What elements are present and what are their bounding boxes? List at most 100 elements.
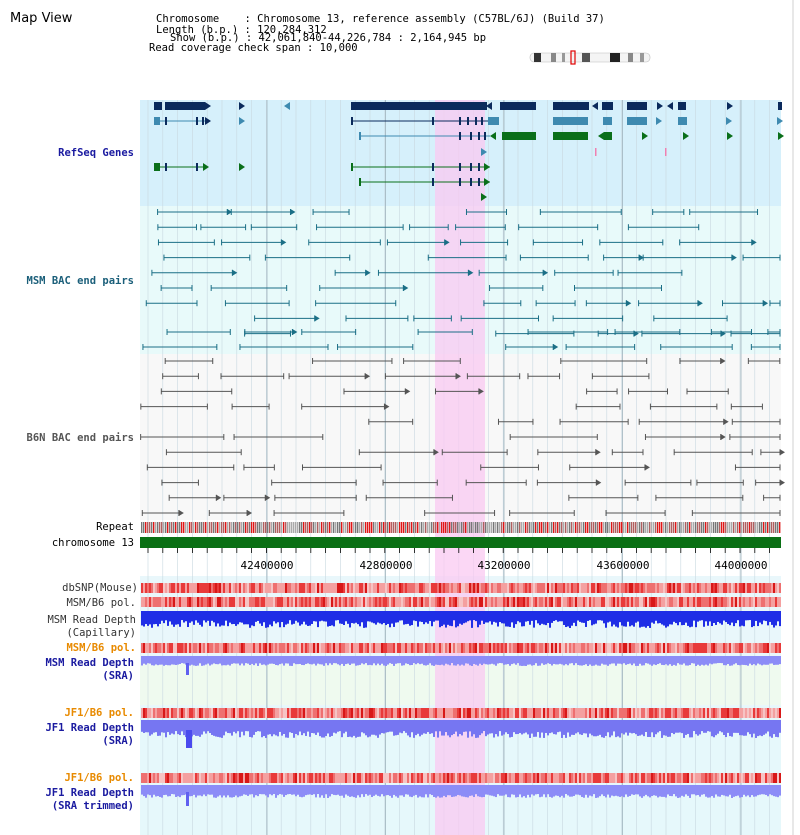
jf1-depth-trim-bar [371,785,373,798]
jf1-depth-sra-bar [467,720,469,738]
repeat-element [393,522,395,533]
msm-pol-cell [205,597,207,607]
dbsnp-cell [273,583,275,593]
msm-pol2-cell [277,643,279,653]
msm-pol-cell [767,597,769,607]
repeat-track[interactable] [141,522,781,533]
repeat-element [767,522,769,533]
chromosome-ideogram[interactable] [529,50,651,65]
jf1-pol2-cell [267,773,269,783]
jf1-depth-sra-bar [561,720,563,738]
jf1-depth-sra-bar [221,720,223,738]
repeat-element [483,522,485,533]
jf1-depth-sra-bar [469,720,471,732]
msm-depth-cap-bar [595,611,597,624]
jf1-depth-trim-bar [389,785,391,796]
dbsnp-cell [391,583,393,593]
dbsnp-cell [497,583,499,593]
msm-pol-cell [699,597,701,607]
dbsnp-cell [393,583,395,593]
dbsnp-cell [685,583,687,593]
jf1-depth-trim-bar [149,785,151,796]
jf1-depth-trim-bar [195,785,197,798]
dbsnp-cell [183,583,185,593]
jf1-pol-cell [315,708,317,718]
msm-depth-cap-bar [319,611,321,622]
msm-depth-sra-bar [501,656,503,664]
jf1-depth-trim-bar [223,785,225,796]
msm-bac-pair-arrow [543,269,549,276]
jf1-pol2-cell [167,773,169,783]
msm-pol2-cell [343,643,345,653]
msm-depth-cap-bar [569,611,571,628]
refseq-genes-track[interactable] [154,102,784,201]
msm-depth-sra-bar [409,656,411,666]
jf1-pol2-cell [767,773,769,783]
msm-depth-cap-bar [243,611,245,625]
dbsnp-cell [469,583,471,593]
dbsnp-cell [567,583,569,593]
dbsnp-cell [589,583,591,593]
repeat-element [749,522,751,533]
dbsnp-cell [765,583,767,593]
msm-pol-cell [285,597,287,607]
msm-depth-cap-bar [413,611,415,621]
jf1-pol-cell [331,708,333,718]
repeat-element [459,522,461,533]
msm-pol2-cell [737,643,739,653]
msm-pol-cell [239,597,241,607]
jf1-depth-sra-bar [301,720,303,736]
msm-pol-cell [763,597,765,607]
msm-depth-sra-bar [179,656,181,664]
msm-depth-sra-bar [667,656,669,666]
msm-pol-cell [309,597,311,607]
msm-depth-sra-bar [397,656,399,664]
jf1-depth-sra-bar [215,720,217,737]
dbsnp-cell [181,583,183,593]
msm-depth-sra-bar [345,656,347,665]
polymorphism-heatmap-tracks[interactable] [141,583,781,783]
jf1-depth-trim-bar [775,785,777,797]
jf1-depth-trim-bar [711,785,713,797]
msm-pol-cell [199,597,201,607]
repeat-element [301,522,303,533]
msm-pol2-cell [225,643,227,653]
jf1-depth-sra-bar [573,720,575,735]
jf1-pol2-cell [479,773,481,783]
jf1-depth-sra-bar [473,720,475,735]
repeat-element [455,522,457,533]
msm-pol2-cell [775,643,777,653]
msm-pol-cell [301,597,303,607]
jf1-pol2-cell [271,773,273,783]
read-depth-tracks[interactable] [141,611,781,806]
jf1-depth-sra-bar [287,720,289,738]
msm-pol2-cell [751,643,753,653]
jf1-depth-sra-bar [351,720,353,738]
jf1-pol2-cell [233,773,235,783]
jf1-depth-sra-bar [447,720,449,736]
jf1-pol2-cell [159,773,161,783]
repeat-element [647,522,649,533]
msm-pol2-cell [763,643,765,653]
msm-depth-cap-bar [519,611,521,623]
msm-depth-sra-bar [269,656,271,664]
jf1-pol-cell [417,708,419,718]
b6n-bac-pairs-track[interactable] [140,358,785,516]
dbsnp-cell [525,583,527,593]
length-info: Length (b.p.) : 120,284,312 [156,24,327,36]
gene-exon [432,117,434,125]
msm-depth-cap-bar [439,611,441,628]
msm-depth-sra-bar [469,656,471,666]
jf1-pol-cell [193,708,195,718]
repeat-element [687,522,689,533]
jf1-depth-trim-bar [455,785,457,797]
jf1-pol-cell [649,708,651,718]
msm-bac-pairs-track[interactable] [142,209,781,350]
jf1-pol2-cell [433,773,435,783]
repeat-element [689,522,691,533]
repeat-element [439,522,441,533]
msm-pol-cell [339,597,341,607]
msm-depth-sra-bar [329,656,331,664]
repeat-element [775,522,777,533]
